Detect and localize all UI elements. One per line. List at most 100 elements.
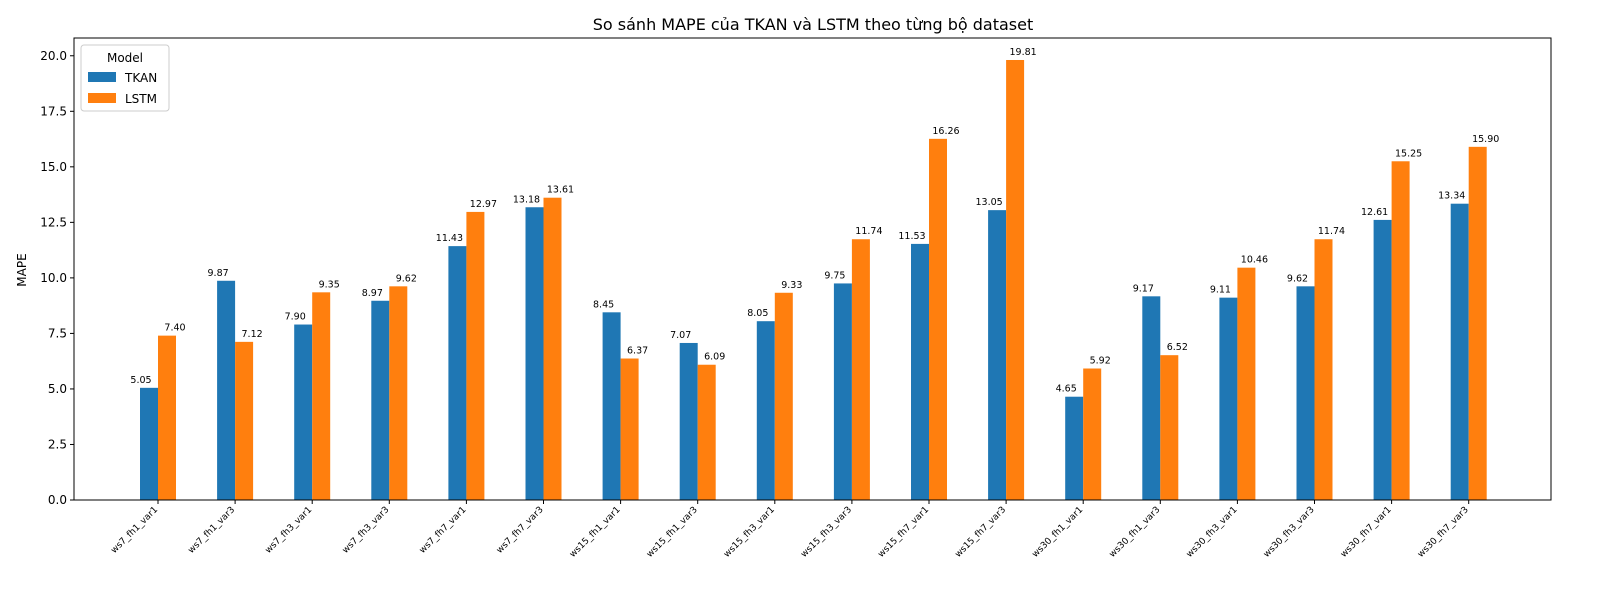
x-tick-label: ws7_fh7_var3 [495,505,546,556]
data-label-lstm: 19.81 [1009,47,1036,58]
data-label-tkan: 5.05 [130,375,151,386]
bar-lstm [620,358,639,500]
bar-lstm [312,292,331,500]
data-label-lstm: 6.52 [1167,342,1188,353]
data-label-lstm: 7.12 [242,329,263,340]
data-label-tkan: 8.97 [362,288,383,299]
x-tick-label: ws30_fh3_var3 [1262,505,1317,560]
bar-tkan [911,243,929,501]
data-label-lstm: 16.26 [932,126,959,137]
bar-lstm [1237,267,1256,500]
bar-lstm [1314,239,1333,500]
y-tick-label: 7.5 [48,326,67,340]
x-tick-label: ws7_fh3_var1 [264,505,315,556]
data-label-tkan: 13.05 [975,197,1002,208]
x-tick-label: ws30_fh7_var3 [1416,505,1471,560]
bar-tkan [756,321,775,500]
legend-swatch-lstm [88,93,116,103]
data-label-tkan: 11.43 [436,233,463,244]
data-label-lstm: 9.35 [319,279,340,290]
bar-lstm [774,292,793,500]
bar-tkan [1373,219,1392,500]
data-label-tkan: 9.75 [824,270,845,281]
bar-lstm [389,286,408,500]
bar-tkan [448,246,467,500]
data-label-tkan: 8.45 [593,299,614,310]
x-tick-label: ws7_fh1_var3 [187,505,238,556]
data-label-lstm: 13.61 [547,185,574,196]
data-label-lstm: 6.09 [704,352,725,363]
bar-lstm [1468,146,1487,500]
x-tick-label: ws30_fh1_var3 [1108,505,1163,560]
x-tick-label: ws30_fh1_var1 [1031,505,1086,560]
legend-title: Model [107,51,143,65]
data-label-tkan: 8.05 [747,308,768,319]
bar-tkan [1142,296,1161,500]
bar-lstm [1083,368,1102,500]
x-tick-label: ws15_fh7_var1 [876,505,931,560]
bar-lstm [235,341,254,500]
bar-tkan [1450,203,1469,501]
legend-label-tkan: TKAN [124,71,157,85]
legend-swatch-tkan [88,72,116,82]
y-tick-label: 12.5 [40,215,67,229]
x-tick-label: ws15_fh3_var3 [799,505,854,560]
plot-area: 0.0 2.5 5.0 7.5 10.0 12.5 15.0 17.5 20.0 5.05 7.40… [40,47,1499,560]
legend: Model TKAN LSTM [80,44,170,112]
data-label-tkan: 9.87 [208,268,229,279]
y-axis-label: MAPE [15,253,29,286]
bar-lstm [697,364,716,500]
bar-lstm [1160,355,1179,500]
data-label-lstm: 12.97 [470,199,497,210]
bar-tkan [602,312,621,500]
bar-tkan [294,324,313,500]
data-label-lstm: 9.62 [396,273,417,284]
data-label-tkan: 7.07 [670,330,691,341]
y-tick-label: 2.5 [48,437,67,451]
bar-tkan [679,342,698,500]
bar-tkan [1296,286,1315,500]
bar-tkan [1065,396,1084,500]
chart-title: So sánh MAPE của TKAN và LSTM theo từng … [593,15,1034,34]
y-tick-label: 17.5 [40,104,67,118]
bar-lstm [466,211,485,500]
bar-tkan [1219,297,1238,500]
y-tick-label: 20.0 [40,49,67,63]
bar-tkan [833,283,852,500]
data-label-tkan: 9.17 [1133,283,1154,294]
data-label-tkan: 13.18 [513,194,540,205]
data-label-lstm: 5.92 [1090,356,1111,367]
bar-lstm [851,239,870,500]
bar-lstm [929,138,947,500]
bar-tkan [525,207,544,500]
data-label-tkan: 9.62 [1287,273,1308,284]
data-label-tkan: 7.90 [285,312,306,323]
plot-frame [73,37,1552,501]
data-label-lstm: 9.33 [781,280,802,291]
data-label-tkan: 4.65 [1056,384,1077,395]
bar-lstm [543,197,562,500]
x-tick-label: ws30_fh7_var1 [1339,505,1394,560]
x-tick-label: ws30_fh3_var1 [1185,505,1240,560]
bar-tkan [217,280,236,500]
bar-tkan [371,300,390,500]
data-label-tkan: 12.61 [1361,207,1388,218]
data-label-lstm: 7.40 [164,323,185,334]
legend-label-lstm: LSTM [125,92,157,106]
x-tick-label: ws7_fh1_var1 [109,505,160,556]
data-label-lstm: 6.37 [627,346,648,357]
y-tick-label: 0.0 [48,493,67,507]
x-tick-label: ws15_fh7_var3 [954,505,1009,560]
x-tick-label: ws15_fh3_var1 [722,505,777,560]
y-tick-label: 15.0 [40,160,67,174]
y-tick-label: 5.0 [48,382,67,396]
x-tick-label: ws7_fh7_var1 [418,505,469,556]
bar-lstm [158,335,176,500]
bar-tkan [988,210,1007,501]
data-label-tkan: 13.34 [1438,191,1465,202]
bar-lstm [1006,59,1025,501]
data-label-lstm: 10.46 [1241,255,1268,266]
x-tick-label: ws7_fh3_var3 [341,505,392,556]
x-tick-label: ws15_fh1_var3 [645,505,700,560]
